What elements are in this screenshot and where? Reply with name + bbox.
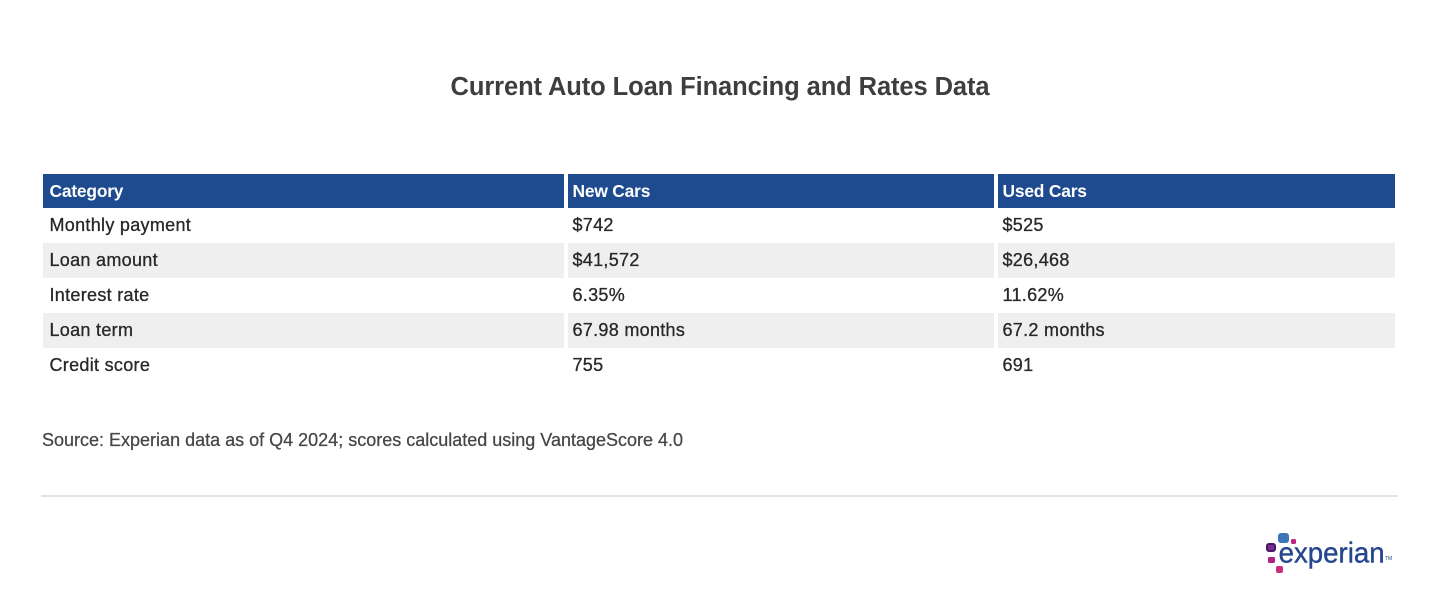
svg-text:experian: experian (1279, 538, 1385, 570)
svg-text:TM: TM (1385, 556, 1392, 562)
